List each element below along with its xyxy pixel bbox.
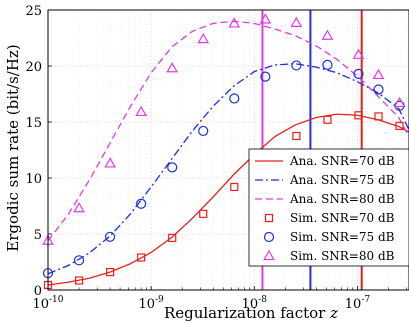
y-axis-label: Ergodic sum rate (bit/s/Hz) <box>4 44 22 251</box>
sim-circle-marker <box>263 231 275 243</box>
sim-circle-marker <box>322 59 333 70</box>
sim-square-marker <box>137 253 146 262</box>
legend-box <box>248 148 409 267</box>
sim-triangle-marker <box>393 96 406 108</box>
sim-square-marker <box>230 182 239 192</box>
sim-triangle-marker <box>104 157 116 168</box>
sim-square-marker <box>105 267 115 277</box>
legend-label: Sim. SNR=75 dB <box>290 230 395 244</box>
sim-circle-marker <box>291 60 302 71</box>
legend-label: Ana. SNR=75 dB <box>289 173 395 187</box>
y-tick-label: 10 <box>25 172 42 187</box>
plot-frame <box>47 9 409 291</box>
sim-circle-marker <box>229 93 240 104</box>
sim-square-marker <box>264 213 274 223</box>
x-tick-label: 10-7 <box>345 295 371 312</box>
sim-triangle-marker <box>259 13 272 24</box>
sim-triangle-marker <box>352 48 365 59</box>
legend-label: Sim. SNR=70 dB <box>290 211 395 225</box>
x-tick-label: 10-10 <box>32 295 63 312</box>
analytical-curve <box>47 20 409 242</box>
legend-label: Ana. SNR=70 dB <box>289 154 395 168</box>
y-tick-label: 5 <box>34 228 42 243</box>
x-axis-label: Regularization factor z <box>164 304 338 322</box>
sim-triangle-marker <box>263 249 275 261</box>
sim-square-marker <box>323 115 332 124</box>
sim-square-marker <box>168 233 177 243</box>
y-tick-label: 20 <box>25 60 42 75</box>
analytical-curve <box>47 63 409 275</box>
sim-circle-marker <box>198 125 209 137</box>
sim-circle-marker <box>136 198 147 209</box>
sim-triangle-marker <box>197 32 210 44</box>
legend: Ana. SNR=70 dB Ana. SNR=75 dB Ana. SNR=80 … <box>248 148 409 267</box>
sim-square-marker <box>292 131 301 141</box>
analytical-curve <box>47 113 409 286</box>
sim-triangle-marker <box>290 16 303 27</box>
sim-triangle-marker <box>321 29 334 40</box>
sim-circle-marker <box>104 231 116 242</box>
sim-triangle-marker <box>166 62 179 73</box>
x-tick-label: 10-8 <box>242 295 268 312</box>
sim-square-marker <box>199 209 208 218</box>
sim-circle-marker <box>373 84 384 95</box>
x-tick-label: 10-9 <box>138 295 164 312</box>
sim-circle-marker <box>167 162 178 173</box>
sim-triangle-marker <box>73 202 85 213</box>
legend-label: Ana. SNR=80 dB <box>289 192 395 206</box>
sim-circle-marker <box>353 68 364 79</box>
y-tick-label: 15 <box>25 116 42 131</box>
legend-label: Sim. SNR=80 dB <box>290 249 395 263</box>
sim-square-marker <box>395 121 404 131</box>
y-tick-label: 0 <box>34 284 42 299</box>
sim-square-marker <box>374 112 383 121</box>
sim-triangle-marker <box>135 105 147 117</box>
sim-triangle-marker <box>228 17 241 28</box>
series-layer <box>42 13 409 290</box>
y-tick-label: 25 <box>25 4 42 19</box>
sim-triangle-marker <box>372 68 385 80</box>
axis-ticks: 0 5 10 15 20 25 10-10 10-9 10-8 10-7 <box>25 4 407 312</box>
sim-square-marker <box>354 111 363 120</box>
sim-circle-marker <box>73 255 85 266</box>
sim-square-marker <box>74 276 84 285</box>
sim-circle-marker <box>260 71 271 82</box>
